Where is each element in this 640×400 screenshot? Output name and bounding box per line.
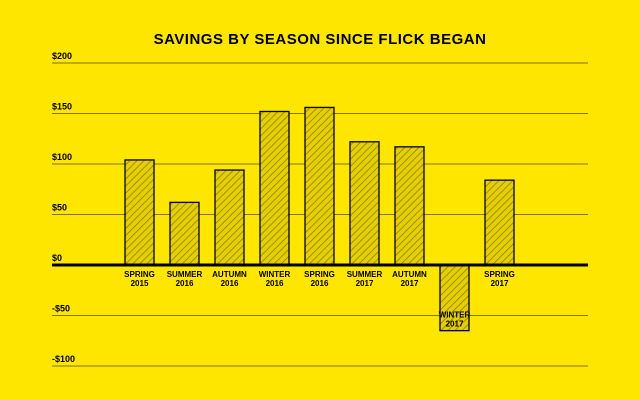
x-tick-label: SUMMER 2017 [347, 270, 383, 288]
x-tick-label: SPRING 2015 [124, 270, 155, 288]
y-tick-label: $200 [52, 51, 72, 61]
bar [169, 201, 200, 266]
y-axis-ticks: $200 $150 $100 $50 $0 -$50 -$100 [52, 51, 75, 364]
bar [214, 169, 245, 266]
bar [394, 146, 425, 266]
x-tick-label: SUMMER 2016 [167, 270, 203, 288]
x-axis-ticks: SPRING 2015 SUMMER 2016 AUTUMN 2016 WINTER 2016… [124, 270, 515, 329]
bar [304, 106, 335, 266]
bar [259, 110, 290, 266]
x-tick-label: SPRING 2016 [304, 270, 335, 288]
y-tick-label: $50 [52, 203, 67, 213]
y-tick-label: $150 [52, 102, 72, 112]
bars [124, 106, 515, 332]
y-tick-label: -$50 [52, 304, 70, 314]
y-tick-label: $100 [52, 152, 72, 162]
x-tick-label: AUTUMN 2016 [212, 270, 247, 288]
x-tick-label: WINTER 2017 [439, 311, 471, 329]
x-tick-label: WINTER 2016 [259, 270, 291, 288]
y-tick-label: $0 [52, 253, 62, 263]
bar [484, 179, 515, 266]
y-tick-label: -$100 [52, 354, 75, 364]
bar [124, 159, 155, 266]
bar [349, 141, 380, 266]
chart-title: SAVINGS BY SEASON SINCE FLICK BEGAN [154, 31, 487, 48]
x-tick-label: SPRING 2017 [484, 270, 515, 288]
x-tick-label: AUTUMN 2017 [392, 270, 427, 288]
